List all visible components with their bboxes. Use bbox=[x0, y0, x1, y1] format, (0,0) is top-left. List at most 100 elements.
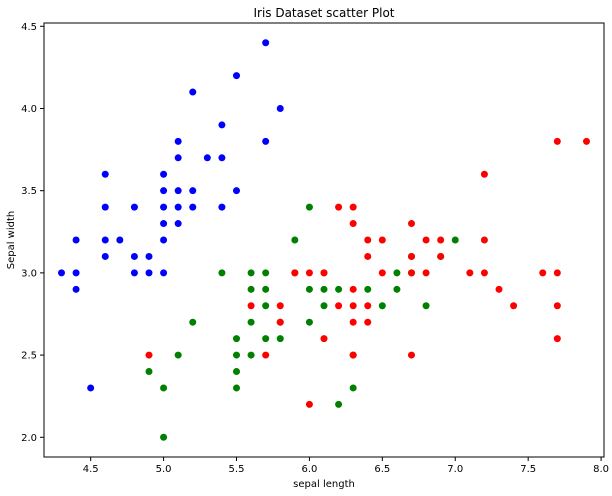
data-point-series-2-30 bbox=[437, 236, 445, 244]
data-point-series-1-8 bbox=[233, 368, 240, 376]
data-point-series-0-17 bbox=[160, 203, 168, 211]
data-point-series-0-26 bbox=[189, 88, 197, 96]
x-tick-label-5: 7.0 bbox=[447, 464, 463, 475]
data-point-series-2-38 bbox=[539, 269, 547, 277]
y-tick-label-0: 2.0 bbox=[21, 433, 37, 444]
data-point-series-0-29 bbox=[203, 154, 211, 162]
data-point-series-2-34 bbox=[480, 236, 488, 244]
data-point-series-2-39 bbox=[553, 137, 561, 145]
data-point-series-1-32 bbox=[364, 285, 372, 293]
data-point-series-0-30 bbox=[218, 121, 226, 129]
data-point-series-0-16 bbox=[160, 187, 168, 195]
data-point-series-2-37 bbox=[510, 302, 518, 310]
data-point-series-2-8 bbox=[320, 269, 328, 277]
data-point-series-0-20 bbox=[160, 269, 168, 277]
data-point-series-0-27 bbox=[189, 187, 197, 195]
data-point-series-0-37 bbox=[276, 104, 284, 112]
data-point-series-2-26 bbox=[408, 269, 415, 277]
x-tick-label-1: 5.0 bbox=[156, 464, 172, 475]
data-point-series-0-4 bbox=[87, 384, 95, 392]
data-point-series-0-28 bbox=[189, 203, 197, 211]
data-point-series-2-40 bbox=[553, 269, 561, 277]
data-point-series-1-5 bbox=[218, 269, 226, 277]
data-point-series-0-34 bbox=[233, 187, 240, 195]
data-point-series-1-3 bbox=[174, 351, 182, 359]
y-tick-label-2: 3.0 bbox=[21, 268, 37, 279]
data-point-series-1-26 bbox=[320, 285, 328, 293]
data-point-series-1-0 bbox=[145, 368, 153, 376]
data-point-series-0-14 bbox=[145, 269, 153, 277]
data-point-series-0-25 bbox=[174, 220, 182, 228]
data-point-series-1-35 bbox=[393, 285, 401, 293]
data-point-series-1-15 bbox=[262, 285, 270, 293]
data-point-series-2-13 bbox=[349, 220, 357, 228]
data-point-series-2-14 bbox=[349, 285, 357, 293]
data-point-series-0-23 bbox=[174, 187, 182, 195]
data-point-series-0-6 bbox=[101, 203, 109, 211]
data-point-series-2-31 bbox=[437, 252, 445, 260]
data-point-series-0-19 bbox=[160, 236, 168, 244]
data-point-series-1-1 bbox=[160, 384, 168, 392]
data-point-series-2-24 bbox=[408, 220, 415, 228]
data-point-series-1-31 bbox=[349, 384, 357, 392]
data-point-series-0-18 bbox=[160, 220, 168, 228]
data-point-series-0-13 bbox=[145, 252, 153, 260]
x-tick-label-0: 4.5 bbox=[83, 464, 99, 475]
data-point-series-2-17 bbox=[349, 351, 357, 359]
data-point-series-2-9 bbox=[320, 335, 328, 343]
data-point-series-0-9 bbox=[116, 236, 124, 244]
ticks-layer: 4.5 5.0 5.5 6.0 6.5 7.0 7.5 8.0 2.0 2.5 3.0 3.5 4.0 4… bbox=[21, 22, 609, 475]
data-point-series-1-19 bbox=[276, 335, 284, 343]
data-point-series-2-2 bbox=[262, 351, 270, 359]
data-point-series-0-31 bbox=[218, 154, 226, 162]
data-point-series-1-7 bbox=[233, 351, 240, 359]
data-point-series-2-12 bbox=[349, 203, 357, 211]
data-point-series-1-13 bbox=[247, 351, 255, 359]
data-point-series-2-23 bbox=[378, 269, 386, 277]
data-point-series-0-35 bbox=[262, 39, 270, 47]
data-point-series-0-32 bbox=[218, 203, 226, 211]
data-point-series-2-33 bbox=[480, 170, 488, 178]
data-point-series-2-35 bbox=[480, 269, 488, 277]
data-point-series-2-22 bbox=[378, 236, 386, 244]
data-point-series-2-41 bbox=[553, 302, 561, 310]
data-point-series-0-33 bbox=[233, 72, 240, 80]
data-point-series-2-25 bbox=[408, 252, 415, 260]
data-point-series-1-2 bbox=[160, 433, 168, 441]
data-point-series-2-19 bbox=[364, 252, 372, 260]
data-point-series-2-15 bbox=[349, 302, 357, 310]
chart-title: Iris Dataset scatter Plot bbox=[253, 6, 394, 20]
data-point-series-0-12 bbox=[130, 269, 138, 277]
data-point-series-2-7 bbox=[305, 400, 313, 408]
data-point-series-0-22 bbox=[174, 154, 182, 162]
data-point-series-2-18 bbox=[364, 236, 372, 244]
y-axis-label: Sepal width bbox=[6, 211, 17, 270]
data-point-series-0-3 bbox=[72, 285, 80, 293]
data-point-series-2-3 bbox=[276, 302, 284, 310]
data-point-series-1-14 bbox=[262, 269, 270, 277]
data-point-series-1-17 bbox=[262, 335, 270, 343]
data-point-series-1-38 bbox=[422, 302, 430, 310]
data-point-series-1-20 bbox=[291, 236, 299, 244]
data-point-series-0-36 bbox=[262, 137, 270, 145]
data-point-series-2-1 bbox=[247, 302, 255, 310]
data-point-series-0-8 bbox=[101, 252, 109, 260]
data-point-series-0-15 bbox=[160, 170, 168, 178]
data-point-series-2-4 bbox=[276, 318, 284, 326]
x-tick-label-2: 5.5 bbox=[229, 464, 245, 475]
data-point-series-2-10 bbox=[335, 203, 343, 211]
x-axis-label: sepal length bbox=[293, 479, 355, 490]
data-point-series-1-40 bbox=[451, 236, 459, 244]
plot-frame bbox=[43, 22, 605, 458]
data-point-series-2-32 bbox=[466, 269, 474, 277]
data-point-series-2-20 bbox=[364, 302, 372, 310]
data-point-series-1-23 bbox=[305, 285, 313, 293]
data-point-series-2-27 bbox=[408, 351, 415, 359]
data-point-series-1-9 bbox=[233, 384, 240, 392]
data-point-series-1-29 bbox=[335, 400, 343, 408]
x-tick-label-7: 8.0 bbox=[593, 464, 609, 475]
data-point-series-0-2 bbox=[72, 236, 80, 244]
data-point-series-2-36 bbox=[495, 285, 503, 293]
